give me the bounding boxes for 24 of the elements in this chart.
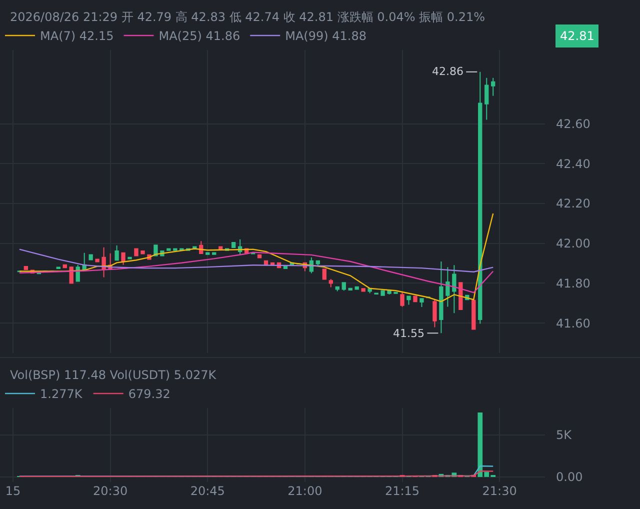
legend-label: 679.32 [128,387,170,402]
y-tick-label: 41.60 [556,316,590,330]
text: 2026/08/26 21:29 开 42.79 高 42.83 低 42.74 收 42.81 涨跌幅 0.04% 振幅 0.21% [10,10,485,24]
y-tick-label: 42.20 [556,196,590,211]
annotation: 41.55 [393,327,424,340]
x-tick-label: 20:30 [93,484,128,498]
x-tick-label: 21:30 [482,484,517,498]
legend-label: MA(7) 42.15 [40,29,114,44]
y-tick-label: 0.00 [556,470,583,484]
y-tick-label: 42.40 [556,156,590,171]
legend-label: MA(99) 41.88 [285,29,366,44]
legend-label: MA(25) 41.86 [158,29,240,44]
x-tick-label: 15 [5,484,21,498]
y-tick-label: 41.80 [556,276,590,290]
y-tick-label: 42.00 [556,236,590,251]
x-tick-label: 21:00 [288,484,322,498]
legend-label: 1.277K [40,387,84,402]
annotation: 42.86 [432,65,464,78]
y-tick-label: 42.60 [556,116,590,131]
y-tick-label: 5K [556,428,573,442]
x-tick-label: 20:45 [190,484,225,498]
x-tick-label: 21:15 [384,484,420,498]
text: Vol(BSP) 117.48 Vol(USDT) 5.027K [10,368,218,382]
text: 42.81 [560,29,594,43]
